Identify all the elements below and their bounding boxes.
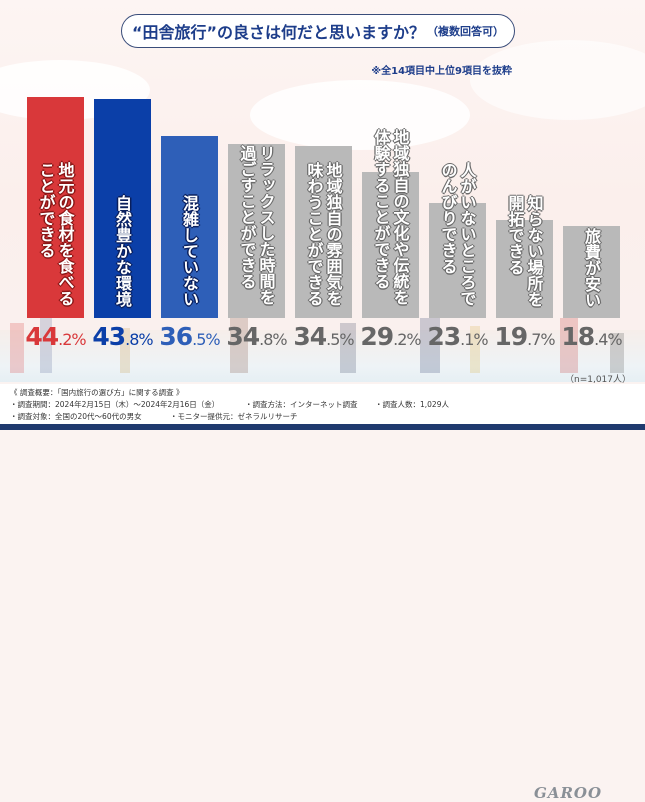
value-integer: 43 [92, 322, 126, 351]
garoo-logo: GAROO [534, 784, 603, 802]
bar [429, 202, 486, 318]
question-box: “田舎旅行”の良さは何だと思いますか？ （複数回答可） [121, 14, 515, 48]
bar [362, 172, 419, 318]
value-label: 34.5% [290, 322, 357, 351]
bar-label: 地域独自の文化や伝統を 体験することができる [371, 128, 410, 305]
bar-label: 人がいないところで のんびりできる [438, 161, 477, 306]
value-label: 18.4% [558, 322, 625, 351]
bar [161, 135, 218, 318]
bar-label: 地元の食材を食べる ことができる [36, 161, 75, 306]
bar-label: 地域独自の雰囲気を 味わうことができる [304, 161, 343, 306]
value-label: 43.8% [89, 322, 156, 351]
value-integer: 19 [494, 322, 528, 351]
value-integer: 29 [360, 322, 394, 351]
question-suffix: （複数回答可） [427, 25, 505, 38]
value-decimal: .5% [326, 330, 354, 349]
value-integer: 23 [427, 322, 461, 351]
survey-overview: 《 調査概要：「国内旅行の選び方」に関する調査 》 [10, 388, 184, 397]
value-integer: 36 [159, 322, 193, 351]
question-title: “田舎旅行”の良さは何だと思いますか？ [131, 23, 426, 42]
value-integer: 34 [293, 322, 327, 351]
survey-count: ・調査人数：1,029人 [375, 400, 449, 409]
bar [295, 145, 352, 318]
bar-label: 自然豊かな環境 [113, 194, 132, 307]
survey-provider: ・モニター提供元：ゼネラルリサーチ [170, 412, 298, 421]
value-integer: 34 [226, 322, 260, 351]
value-decimal: .1% [460, 330, 488, 349]
survey-period: ・調査期間：2024年2月15日（木）～2024年2月16日（金） [10, 400, 220, 409]
cloud-decoration [470, 40, 645, 120]
bar [496, 219, 553, 318]
bar-chart: 地元の食材を食べる ことができる 44.2% 自然豊かな環境 43.8% 混雑していない… [22, 97, 625, 351]
selection-note: ※全14項目中上位9項目を抜粋 [371, 66, 512, 77]
bar-label: 知らない場所を 開拓できる [505, 194, 544, 307]
value-label: 23.1% [424, 322, 491, 351]
value-decimal: .2% [393, 330, 421, 349]
bar-label: 混雑していない [180, 194, 199, 307]
travelers-illustration [10, 318, 624, 373]
background-ground [0, 330, 645, 382]
survey-method: ・調査方法：インターネット調査 [245, 400, 358, 409]
value-integer: 18 [561, 322, 595, 351]
value-decimal: .8% [259, 330, 287, 349]
bar [94, 99, 151, 318]
value-label: 44.2% [22, 322, 89, 351]
value-integer: 44 [25, 322, 59, 351]
bar [27, 97, 84, 318]
value-label: 36.5% [156, 322, 223, 351]
value-decimal: .4% [594, 330, 622, 349]
value-decimal: .5% [192, 330, 220, 349]
bar [228, 144, 285, 318]
survey-target: ・調査対象：全国の20代～60代の男女 [10, 412, 142, 421]
cloud-decoration [250, 80, 470, 150]
value-decimal: .8% [125, 330, 153, 349]
value-decimal: .2% [58, 330, 86, 349]
value-label: 19.7% [491, 322, 558, 351]
bar [563, 226, 620, 318]
footer-divider [0, 424, 645, 430]
value-label: 34.8% [223, 322, 290, 351]
bar-label: リラックスした時間を 過ごすことができる [237, 145, 276, 305]
survey-footer: 《 調査概要：「国内旅行の選び方」に関する調査 》 ・調査期間：2024年2月1… [0, 384, 645, 802]
sample-size: （n=1,017人） [564, 375, 631, 385]
value-label: 29.2% [357, 322, 424, 351]
bar-label: 旅費が安い [582, 227, 601, 308]
value-decimal: .7% [527, 330, 555, 349]
